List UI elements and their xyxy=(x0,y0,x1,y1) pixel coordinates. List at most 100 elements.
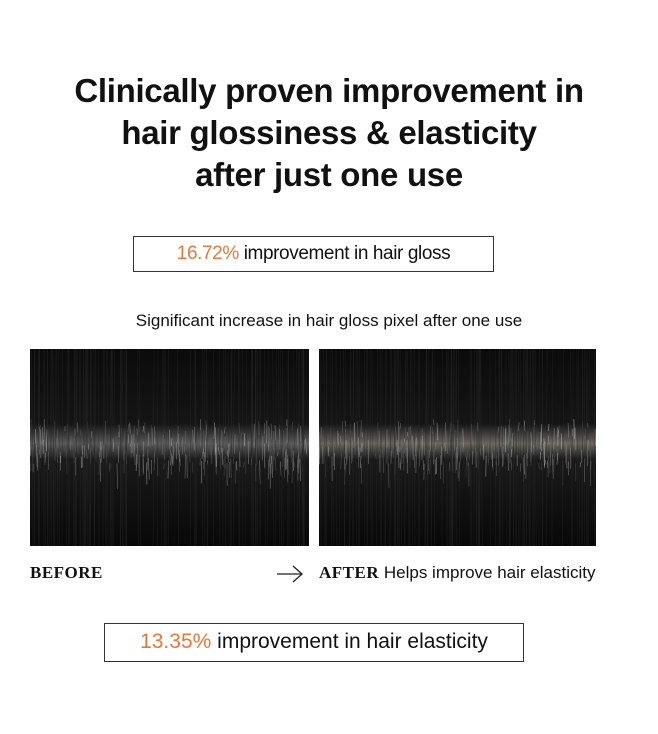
hair-strand xyxy=(264,349,266,546)
hair-strand xyxy=(252,349,254,546)
hair-strand xyxy=(332,349,334,546)
hair-strand xyxy=(410,425,412,443)
hair-strand xyxy=(301,349,304,546)
hair-strand xyxy=(135,454,138,471)
hair-strand xyxy=(266,349,269,546)
hair-strand xyxy=(223,456,225,476)
hair-strand xyxy=(359,447,361,456)
hair-strand xyxy=(454,430,456,450)
hair-strand xyxy=(284,451,287,471)
hair-strand xyxy=(442,461,445,484)
hair-strand xyxy=(170,437,173,447)
hair-strand xyxy=(429,436,431,451)
hair-strand xyxy=(76,349,78,546)
hair-strand xyxy=(148,457,150,480)
hair-strand xyxy=(462,428,464,448)
hair-strand xyxy=(58,349,60,546)
hair-strand xyxy=(430,349,433,546)
hair-strand xyxy=(543,444,545,463)
hair-strand xyxy=(465,457,467,478)
hair-strand xyxy=(539,432,542,450)
hair-strand xyxy=(479,349,481,546)
hair-strand xyxy=(111,349,113,546)
hair-strand xyxy=(245,349,247,546)
hair-strand xyxy=(146,462,148,485)
hair-strand xyxy=(106,349,109,546)
hair-strand xyxy=(90,349,93,546)
hair-strand xyxy=(526,349,528,546)
hair-strand xyxy=(134,443,136,466)
hair-strand xyxy=(570,349,573,546)
hair-strand xyxy=(324,349,327,546)
hair-strand xyxy=(487,444,489,464)
hair-strand xyxy=(589,461,592,487)
hair-strand xyxy=(205,420,207,434)
hair-strand xyxy=(297,428,299,451)
hair-strand xyxy=(576,349,578,546)
hair-strand xyxy=(480,349,483,546)
hair-strand xyxy=(432,419,435,425)
hair-strand xyxy=(44,349,46,546)
hair-strand xyxy=(304,440,306,451)
hair-strand xyxy=(376,349,378,546)
hair-strand xyxy=(31,349,34,546)
before-label: BEFORE xyxy=(30,563,103,582)
hair-strand xyxy=(411,349,414,546)
hair-strand xyxy=(349,349,351,546)
hair-strand xyxy=(476,349,478,546)
hair-strand xyxy=(553,446,555,472)
hair-strand xyxy=(319,349,322,546)
hair-strand xyxy=(545,349,548,546)
hair-strand xyxy=(512,349,515,546)
hair-strand xyxy=(366,349,368,546)
hair-strand xyxy=(271,455,273,478)
hair-strand xyxy=(501,349,504,546)
hair-strand xyxy=(192,429,194,443)
elasticity-stat: 13.35% improvement in hair elasticity xyxy=(104,623,524,662)
hair-strand xyxy=(161,349,163,546)
hair-background xyxy=(319,349,596,546)
hair-strand xyxy=(344,349,346,546)
hair-strand xyxy=(250,349,252,546)
hair-strand xyxy=(243,461,245,468)
hair-strand xyxy=(588,349,590,546)
hair-strand xyxy=(425,349,427,546)
hair-strand xyxy=(137,349,139,546)
hair-strand xyxy=(573,418,575,440)
hair-strand xyxy=(448,349,450,546)
hair-strand xyxy=(433,349,435,546)
hair-strand xyxy=(280,349,282,546)
hair-strand xyxy=(124,349,127,546)
hair-strand xyxy=(578,349,581,546)
hair-strand xyxy=(454,349,457,546)
hair-strand xyxy=(426,349,428,546)
hair-strand xyxy=(286,420,289,444)
hair-strand xyxy=(384,349,387,546)
hair-strand xyxy=(127,424,129,432)
hair-strand xyxy=(530,432,532,453)
hair-strand xyxy=(73,349,75,546)
hair-strand xyxy=(431,349,433,546)
hair-strand xyxy=(497,426,499,433)
hair-strand xyxy=(43,431,45,447)
hair-strand xyxy=(549,450,551,474)
hair-strand xyxy=(223,459,225,468)
hair-strand xyxy=(509,349,512,546)
hair-strand xyxy=(398,349,400,546)
hair-strand xyxy=(47,349,49,546)
hair-strand xyxy=(121,349,123,546)
hair-strand xyxy=(185,445,187,451)
hair-strand xyxy=(572,419,574,444)
hair-strand xyxy=(543,443,545,469)
hair-strand xyxy=(381,349,383,546)
hair-strand xyxy=(46,429,48,452)
hair-strand xyxy=(104,349,107,546)
hair-strand xyxy=(305,438,307,454)
hair-strand xyxy=(552,453,554,479)
hair-strand xyxy=(129,443,131,448)
hair-strand xyxy=(457,452,459,478)
hair-strand xyxy=(351,437,353,464)
hair-strand xyxy=(473,349,476,546)
hair-strand xyxy=(389,349,392,546)
